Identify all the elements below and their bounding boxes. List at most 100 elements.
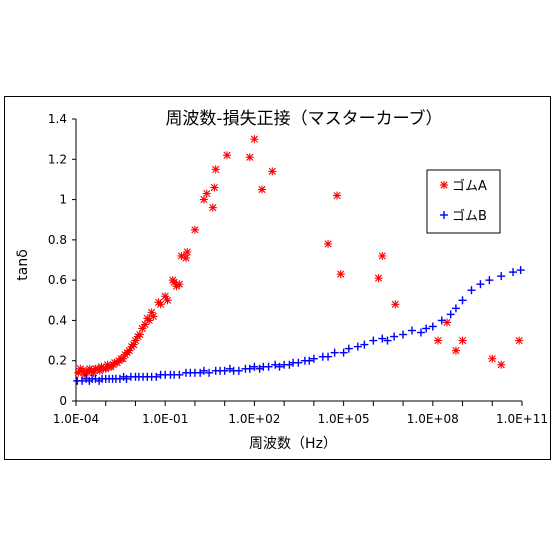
- data-point: [451, 304, 460, 313]
- legend: ゴムA ゴムB: [426, 169, 501, 234]
- data-point: [245, 153, 254, 162]
- data-point: [268, 167, 277, 176]
- legend-entry: ゴムB: [440, 208, 487, 224]
- data-point: [257, 185, 266, 194]
- data-point: [399, 330, 408, 339]
- x-tick-label: 1.0E-01: [142, 412, 188, 426]
- data-point: [497, 272, 506, 281]
- data-point: [509, 268, 518, 277]
- y-axis-ticks: 0 0.2 0.4 0.6 0.8 1 1.2 1.4: [48, 112, 76, 408]
- data-point: [458, 296, 467, 305]
- series-a: [74, 135, 524, 379]
- data-point: [223, 151, 232, 160]
- legend-entry: ゴムA: [440, 178, 487, 194]
- plot-area: 0 0.2 0.4 0.6 0.8 1 1.2 1.4 1.0E-04 1.0E-01 1.0E+…: [48, 112, 548, 426]
- data-point: [330, 348, 339, 357]
- legend-box: [426, 169, 501, 234]
- data-point: [78, 376, 87, 385]
- data-point: [211, 165, 220, 174]
- data-point: [458, 336, 467, 345]
- data-point: [149, 312, 158, 321]
- data-point: [245, 364, 254, 373]
- data-point: [488, 354, 497, 363]
- data-point: [476, 280, 485, 289]
- y-tick-label: 0.4: [48, 313, 67, 327]
- data-point: [353, 342, 362, 351]
- data-point: [220, 366, 229, 375]
- data-point: [422, 324, 431, 333]
- data-point: [360, 340, 369, 349]
- data-point: [305, 356, 314, 365]
- data-point: [378, 334, 387, 343]
- x-tick-label: 1.0E+08: [407, 412, 459, 426]
- data-point: [515, 336, 524, 345]
- data-point: [344, 344, 353, 353]
- x-tick-label: 1.0E-04: [53, 412, 99, 426]
- data-point: [250, 362, 259, 371]
- data-point: [374, 274, 383, 283]
- data-point: [446, 310, 455, 319]
- data-point: [416, 328, 425, 337]
- data-point: [210, 183, 219, 192]
- x-tick-label: 1.0E+05: [318, 412, 370, 426]
- data-point: [285, 360, 294, 369]
- data-point: [309, 354, 318, 363]
- data-point: [183, 247, 192, 256]
- data-point: [250, 135, 259, 144]
- data-point: [205, 368, 214, 377]
- data-point: [202, 189, 211, 198]
- legend-marker: [440, 211, 448, 219]
- y-tick-label: 1.4: [48, 112, 67, 126]
- data-point: [234, 366, 243, 375]
- data-point: [196, 368, 205, 377]
- data-point: [437, 316, 446, 325]
- series-layer: [73, 135, 525, 385]
- data-point: [264, 362, 273, 371]
- legend-label: ゴムA: [452, 178, 487, 194]
- data-point: [138, 324, 147, 333]
- data-point: [324, 239, 333, 248]
- data-point: [408, 326, 417, 335]
- legend-marker: [440, 181, 448, 189]
- data-point: [275, 362, 284, 371]
- data-point: [190, 225, 199, 234]
- data-point: [175, 280, 184, 289]
- data-point: [181, 253, 190, 262]
- data-point: [434, 336, 443, 345]
- x-tick-label: 1.0E+02: [228, 412, 280, 426]
- y-tick-label: 0.8: [48, 233, 67, 247]
- data-point: [255, 364, 264, 373]
- scatter-chart: 0 0.2 0.4 0.6 0.8 1 1.2 1.4 1.0E-04 1.0E-01 1.0E+…: [15, 108, 548, 452]
- data-point: [122, 374, 131, 383]
- data-point: [428, 322, 437, 331]
- data-point: [516, 266, 525, 275]
- data-point: [271, 360, 280, 369]
- data-point: [336, 270, 345, 279]
- x-axis-label: 周波数（Hz）: [249, 436, 337, 452]
- y-tick-label: 1.2: [48, 152, 67, 166]
- x-axis-ticks: 1.0E-04 1.0E-01 1.0E+02 1.0E+05 1.0E+08 1.0E+…: [53, 401, 548, 426]
- data-point: [497, 360, 506, 369]
- data-point: [485, 276, 494, 285]
- data-point: [175, 370, 184, 379]
- y-tick-label: 0.2: [48, 354, 67, 368]
- y-tick-label: 1: [59, 193, 67, 207]
- y-axis-label: tanδ: [15, 249, 31, 281]
- chart-frame: 0 0.2 0.4 0.6 0.8 1 1.2 1.4 1.0E-04 1.0E-01 1.0E+…: [4, 96, 551, 460]
- data-point: [390, 332, 399, 341]
- data-point: [467, 286, 476, 295]
- data-point: [199, 366, 208, 375]
- chart-title: 周波数-損失正接（マスターカーブ）: [165, 108, 442, 129]
- x-tick-label: 1.0E+11: [496, 412, 548, 426]
- series-b: [73, 266, 525, 385]
- data-point: [161, 292, 170, 301]
- data-point: [152, 372, 161, 381]
- data-point: [378, 251, 387, 260]
- data-point: [294, 358, 303, 367]
- data-point: [339, 348, 348, 357]
- data-point: [442, 318, 451, 327]
- data-point: [369, 336, 378, 345]
- data-point: [383, 336, 392, 345]
- data-point: [225, 364, 234, 373]
- y-tick-label: 0.6: [48, 273, 67, 287]
